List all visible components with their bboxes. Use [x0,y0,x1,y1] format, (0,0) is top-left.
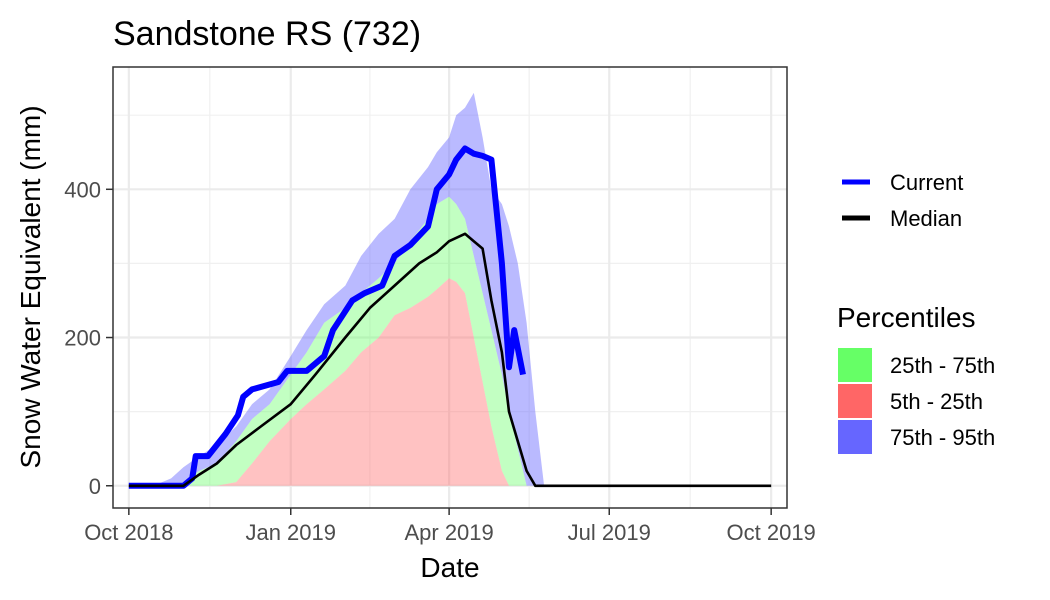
chart-title: Sandstone RS (732) [113,15,421,53]
y-axis-title: Snow Water Equivalent (mm) [15,105,46,468]
legend-swatch [838,420,872,454]
series-lines [128,145,772,489]
y-tick-label: 200 [64,326,101,351]
legend-label-current: Current [890,170,963,195]
y-tick-label: 400 [64,177,101,202]
current-line [128,145,526,489]
legend-swatch [838,384,872,418]
legend-title: Percentiles [837,302,976,333]
x-axis-title: Date [420,552,479,583]
legend-fill-label: 75th - 95th [890,425,995,450]
legend-label-median: Median [890,206,962,231]
x-axis: Oct 2018 Jan 2019 Apr 2019 Jul 2019 Oct 2019 [84,508,816,545]
legend-fill-label: 5th - 25th [890,389,983,414]
grid-lines [113,67,787,508]
x-tick-label: Oct 2019 [727,520,816,545]
band-75th-95th [128,92,564,486]
median-line [128,232,772,488]
legend-swatch [838,348,872,382]
y-axis: 0 200 400 [64,177,113,499]
legend: Current Median Percentiles 25th - 75th 5th -… [837,170,995,454]
x-tick-label: Jul 2019 [568,520,651,545]
x-tick-label: Oct 2018 [84,520,173,545]
legend-fill-label: 25th - 75th [890,353,995,378]
y-tick-label: 0 [89,474,101,499]
x-tick-label: Apr 2019 [404,520,493,545]
band-25th-75th [128,196,564,486]
band-5th-25th [128,278,564,486]
plot-border [112,66,788,509]
plot-panel [112,66,788,509]
percentile-bands [128,92,564,486]
x-tick-label: Jan 2019 [245,520,336,545]
